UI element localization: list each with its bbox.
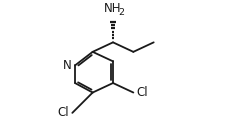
Text: NH: NH	[104, 2, 121, 15]
Text: Cl: Cl	[136, 86, 148, 99]
Text: N: N	[63, 59, 71, 72]
Text: Cl: Cl	[57, 106, 69, 119]
Text: 2: 2	[118, 8, 124, 17]
